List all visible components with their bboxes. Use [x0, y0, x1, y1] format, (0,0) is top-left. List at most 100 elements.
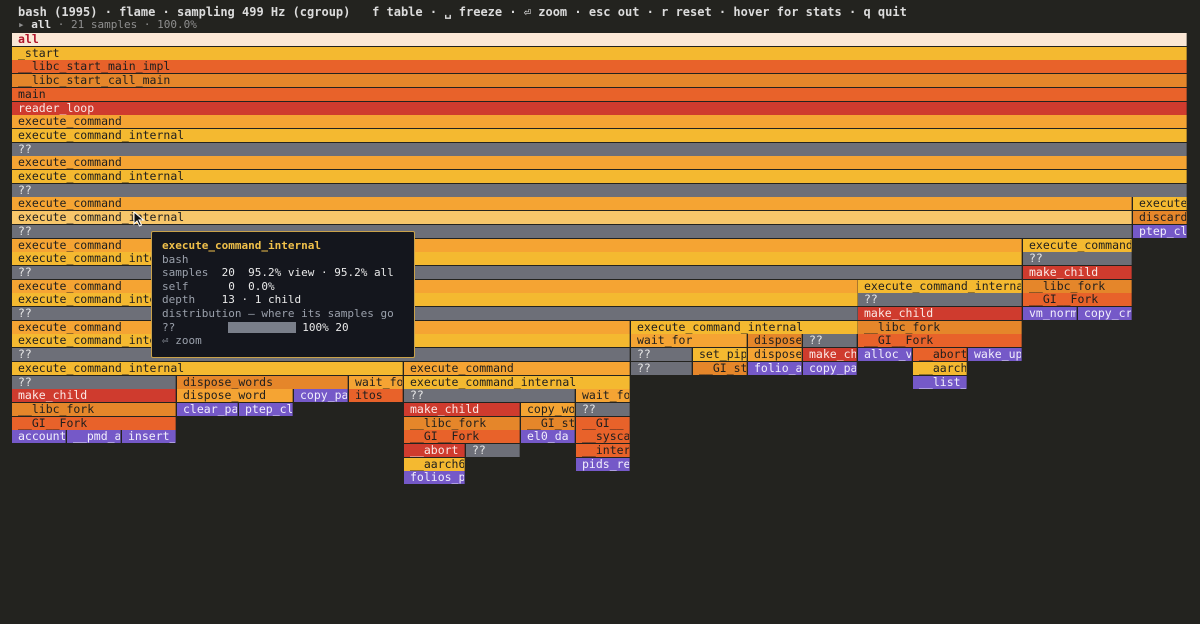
flame-frame-5[interactable]: reader_loop — [12, 101, 1187, 115]
tooltip-self-pct: 0.0% — [248, 279, 275, 293]
flame-frame-59[interactable]: wait_fo — [349, 375, 403, 389]
flame-frame-83[interactable]: __sysca — [576, 430, 630, 444]
flame-frame-53[interactable]: __GI_st — [693, 361, 747, 375]
flame-frame-60[interactable]: execute_command_internal — [404, 375, 630, 389]
flame-frame-9[interactable]: execute_command — [12, 156, 1187, 170]
flame-frame-65[interactable]: itos — [349, 389, 403, 403]
flame-frame-48[interactable]: __abort — [913, 348, 967, 362]
flame-frame-68[interactable]: __libc_fork — [12, 402, 176, 416]
flame-frame-39[interactable]: dispose — [748, 334, 802, 348]
flame-frame-54[interactable]: folio_a — [748, 361, 802, 375]
flame-frame-32[interactable]: vm_norm — [1023, 307, 1077, 320]
flame-frame-19[interactable]: execute_command — [1023, 238, 1132, 252]
hint-zoom[interactable]: ⏎ zoom — [523, 5, 568, 19]
flame-frame-41[interactable]: __GI__Fork — [858, 334, 1022, 348]
flame-frame-3[interactable]: __libc_start_call_main — [12, 74, 1187, 88]
flame-frame-82[interactable]: el0_da — [521, 430, 575, 444]
flame-frame-62[interactable]: make_child — [12, 389, 176, 403]
flame-frame-24[interactable]: execute_command — [12, 279, 858, 293]
breadcrumb-samples: 21 samples — [71, 18, 138, 31]
flame-frame-38[interactable]: wait_for — [631, 334, 747, 348]
hint-reset[interactable]: r reset — [661, 5, 712, 19]
flame-frame-28[interactable]: ?? — [858, 293, 1022, 307]
flame-frame-33[interactable]: copy_cr — [1078, 307, 1132, 320]
flame-frame-10[interactable]: execute_command_internal — [12, 170, 1187, 183]
tooltip-depth-value: 13 · 1 child — [221, 293, 302, 307]
flame-frame-61[interactable]: __list_ — [913, 375, 967, 389]
tooltip-self-value: 0 — [228, 279, 235, 293]
hint-freeze[interactable]: ␣ freeze — [444, 5, 503, 19]
flame-frame-6[interactable]: execute_command — [12, 115, 1187, 129]
flame-frame-27[interactable]: execute_command_internal — [12, 293, 858, 307]
flame-frame-15[interactable]: discard — [1133, 211, 1187, 225]
flame-frame-14[interactable]: execute_command_internal — [12, 211, 1132, 225]
flame-frame-86[interactable]: __inter — [576, 444, 630, 457]
flame-frame-50[interactable]: execute_command_internal — [12, 361, 403, 375]
flame-frame-11[interactable]: ?? — [12, 183, 1187, 197]
flame-frame-46[interactable]: make_ch — [803, 348, 857, 362]
flame-frame-17[interactable]: ptep_cl — [1133, 224, 1187, 238]
flame-frame-58[interactable]: dispose_words — [177, 375, 348, 389]
flame-frame-23[interactable]: make_child — [1023, 265, 1132, 279]
flame-frame-74[interactable]: __GI__Fork — [12, 416, 176, 430]
flame-frame-69[interactable]: clear_pa — [177, 402, 238, 416]
hint-quit[interactable]: q quit — [863, 5, 907, 19]
flame-frame-64[interactable]: copy_pa — [294, 389, 348, 403]
flame-frame-56[interactable]: __aarch — [913, 361, 967, 375]
flame-frame-43[interactable]: ?? — [631, 348, 692, 362]
flame-frame-77[interactable]: __GI__ — [576, 416, 630, 430]
sampling-rate: sampling 499 Hz (cgroup) — [176, 5, 351, 19]
flame-frame-71[interactable]: make_child — [404, 402, 520, 416]
frame-all[interactable]: all — [12, 33, 1187, 46]
flame-frame-44[interactable]: set_pip — [693, 348, 747, 362]
flame-frame-75[interactable]: __libc_fork — [404, 416, 520, 430]
flame-frame-35[interactable]: execute_command_internal — [631, 320, 858, 334]
flame-frame-84[interactable]: __abort — [404, 444, 465, 457]
tooltip-self-label: self — [162, 279, 189, 293]
flame-frame-21[interactable]: ?? — [1023, 252, 1132, 266]
mouse-pointer-icon — [133, 211, 145, 227]
flame-frame-26[interactable]: __libc_fork — [1023, 279, 1132, 293]
flame-frame-88[interactable]: pids_re — [576, 457, 630, 471]
flame-frame-30[interactable]: ?? — [12, 307, 858, 320]
flame-frame-85[interactable]: ?? — [466, 444, 520, 457]
flame-frame-7[interactable]: execute_command_internal — [12, 128, 1187, 142]
flame-frame-29[interactable]: __GI__Fork — [1023, 293, 1132, 307]
flame-frame-76[interactable]: __GI_st — [521, 416, 575, 430]
flame-frame-31[interactable]: make_child — [858, 307, 1022, 320]
breadcrumb-root[interactable]: all — [31, 18, 52, 31]
process-title: bash (1995) — [18, 5, 98, 19]
tooltip-samples-label: samples — [162, 266, 209, 280]
hint-table[interactable]: f table — [372, 5, 423, 19]
flame-frame-40[interactable]: ?? — [803, 334, 857, 348]
flame-frame-2[interactable]: __libc_start_main_impl — [12, 60, 1187, 74]
hint-out[interactable]: esc out — [588, 5, 640, 19]
flame-frame-25[interactable]: execute_command_internal — [858, 279, 1022, 293]
flame-frame-70[interactable]: ptep_cl — [239, 402, 293, 416]
flame-frame-4[interactable]: main — [12, 87, 1187, 101]
flame-frame-51[interactable]: execute_command — [404, 361, 630, 375]
flame-frame-36[interactable]: __libc_fork — [858, 320, 1022, 334]
flame-frame-52[interactable]: ?? — [631, 361, 692, 375]
flame-frame-72[interactable]: copy_wo — [521, 402, 575, 416]
flame-frame-13[interactable]: execute — [1133, 197, 1187, 211]
flame-frame-45[interactable]: dispose — [748, 348, 802, 362]
flame-frame-47[interactable]: alloc_v — [858, 348, 912, 362]
flame-frame-78[interactable]: account_ — [12, 430, 66, 444]
flame-frame-73[interactable]: ?? — [576, 402, 630, 416]
flame-frame-1[interactable]: _start — [12, 46, 1187, 60]
flame-frame-8[interactable]: ?? — [12, 142, 1187, 156]
flame-frame-63[interactable]: dispose_word — [177, 389, 293, 403]
flame-frame-66[interactable]: ?? — [404, 389, 575, 403]
flame-frame-49[interactable]: wake_up — [968, 348, 1022, 362]
flame-frame-89[interactable]: folios_p — [404, 471, 465, 485]
flame-frame-57[interactable]: ?? — [12, 375, 176, 389]
flame-frame-81[interactable]: __GI__Fork — [404, 430, 520, 444]
tooltip-dist-count: 20 — [335, 320, 349, 334]
flame-frame-79[interactable]: __pmd_a — [67, 430, 121, 444]
flame-frame-87[interactable]: __aarch6 — [404, 457, 465, 471]
flame-frame-80[interactable]: insert_ — [122, 430, 176, 444]
flame-frame-55[interactable]: copy_pa — [803, 361, 857, 375]
flame-frame-12[interactable]: execute_command — [12, 197, 1132, 211]
flame-frame-67[interactable]: wait_fo — [576, 389, 630, 403]
